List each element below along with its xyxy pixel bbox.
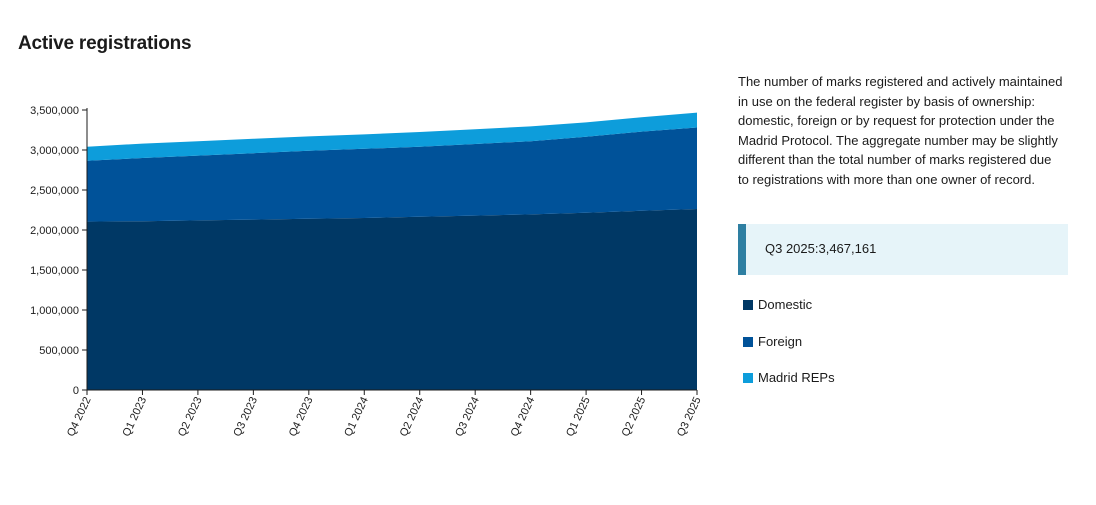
legend-label-madrid: Madrid REPs xyxy=(758,370,835,385)
legend-label-domestic: Domestic xyxy=(758,297,813,312)
x-tick-label: Q4 2023 xyxy=(287,395,316,438)
x-tick-label: Q2 2024 xyxy=(398,395,427,438)
y-tick-label: 0 xyxy=(73,385,79,397)
x-tick-label: Q4 2024 xyxy=(509,395,538,438)
area-domestic[interactable] xyxy=(87,209,697,390)
chart-areas xyxy=(87,112,697,390)
y-tick-label: 3,500,000 xyxy=(30,105,79,117)
x-axis: Q4 2022 Q1 2023 Q2 2023 Q3 2023 Q4 2023 Q1 20… xyxy=(65,389,704,439)
callout-value: Q3 2025:3,467,161 xyxy=(765,241,877,256)
y-tick-label: 1,000,000 xyxy=(30,305,79,317)
x-tick-label: Q3 2024 xyxy=(453,395,482,438)
legend-swatch-madrid xyxy=(743,373,753,383)
x-tick-label: Q1 2024 xyxy=(342,395,371,438)
legend-item-madrid[interactable]: Madrid REPs xyxy=(743,370,835,385)
x-tick-label: Q1 2023 xyxy=(120,395,149,438)
chart-description: The number of marks registered and activ… xyxy=(738,74,1063,187)
x-tick-label: Q2 2023 xyxy=(176,395,205,438)
y-axis: 0 500,000 1,000,000 1,500,000 2,000,000 2,500… xyxy=(30,105,88,397)
area-chart: 0 500,000 1,000,000 1,500,000 2,000,000 2,500… xyxy=(30,105,704,439)
y-tick-label: 2,500,000 xyxy=(30,185,79,197)
hover-callout: Q3 2025:3,467,161 xyxy=(738,224,1068,275)
callout-accent-bar xyxy=(738,224,746,275)
legend-item-foreign[interactable]: Foreign xyxy=(743,334,802,349)
x-tick-label: Q4 2022 xyxy=(65,395,94,438)
x-tick-label: Q3 2025 xyxy=(675,395,704,438)
chart-title: Active registrations xyxy=(18,33,192,54)
y-tick-label: 3,000,000 xyxy=(30,145,79,157)
y-tick-label: 2,000,000 xyxy=(30,225,79,237)
legend-item-domestic[interactable]: Domestic xyxy=(743,297,812,312)
x-tick-label: Q2 2025 xyxy=(620,395,649,438)
x-tick-label: Q3 2023 xyxy=(231,395,260,438)
y-tick-label: 500,000 xyxy=(39,345,79,357)
legend-label-foreign: Foreign xyxy=(758,334,803,349)
x-tick-label: Q1 2025 xyxy=(564,395,593,438)
legend-swatch-domestic xyxy=(743,300,753,310)
area-madrid-reps[interactable] xyxy=(87,112,697,161)
legend-swatch-foreign xyxy=(743,337,753,347)
area-foreign[interactable] xyxy=(87,127,697,222)
y-tick-label: 1,500,000 xyxy=(30,265,79,277)
